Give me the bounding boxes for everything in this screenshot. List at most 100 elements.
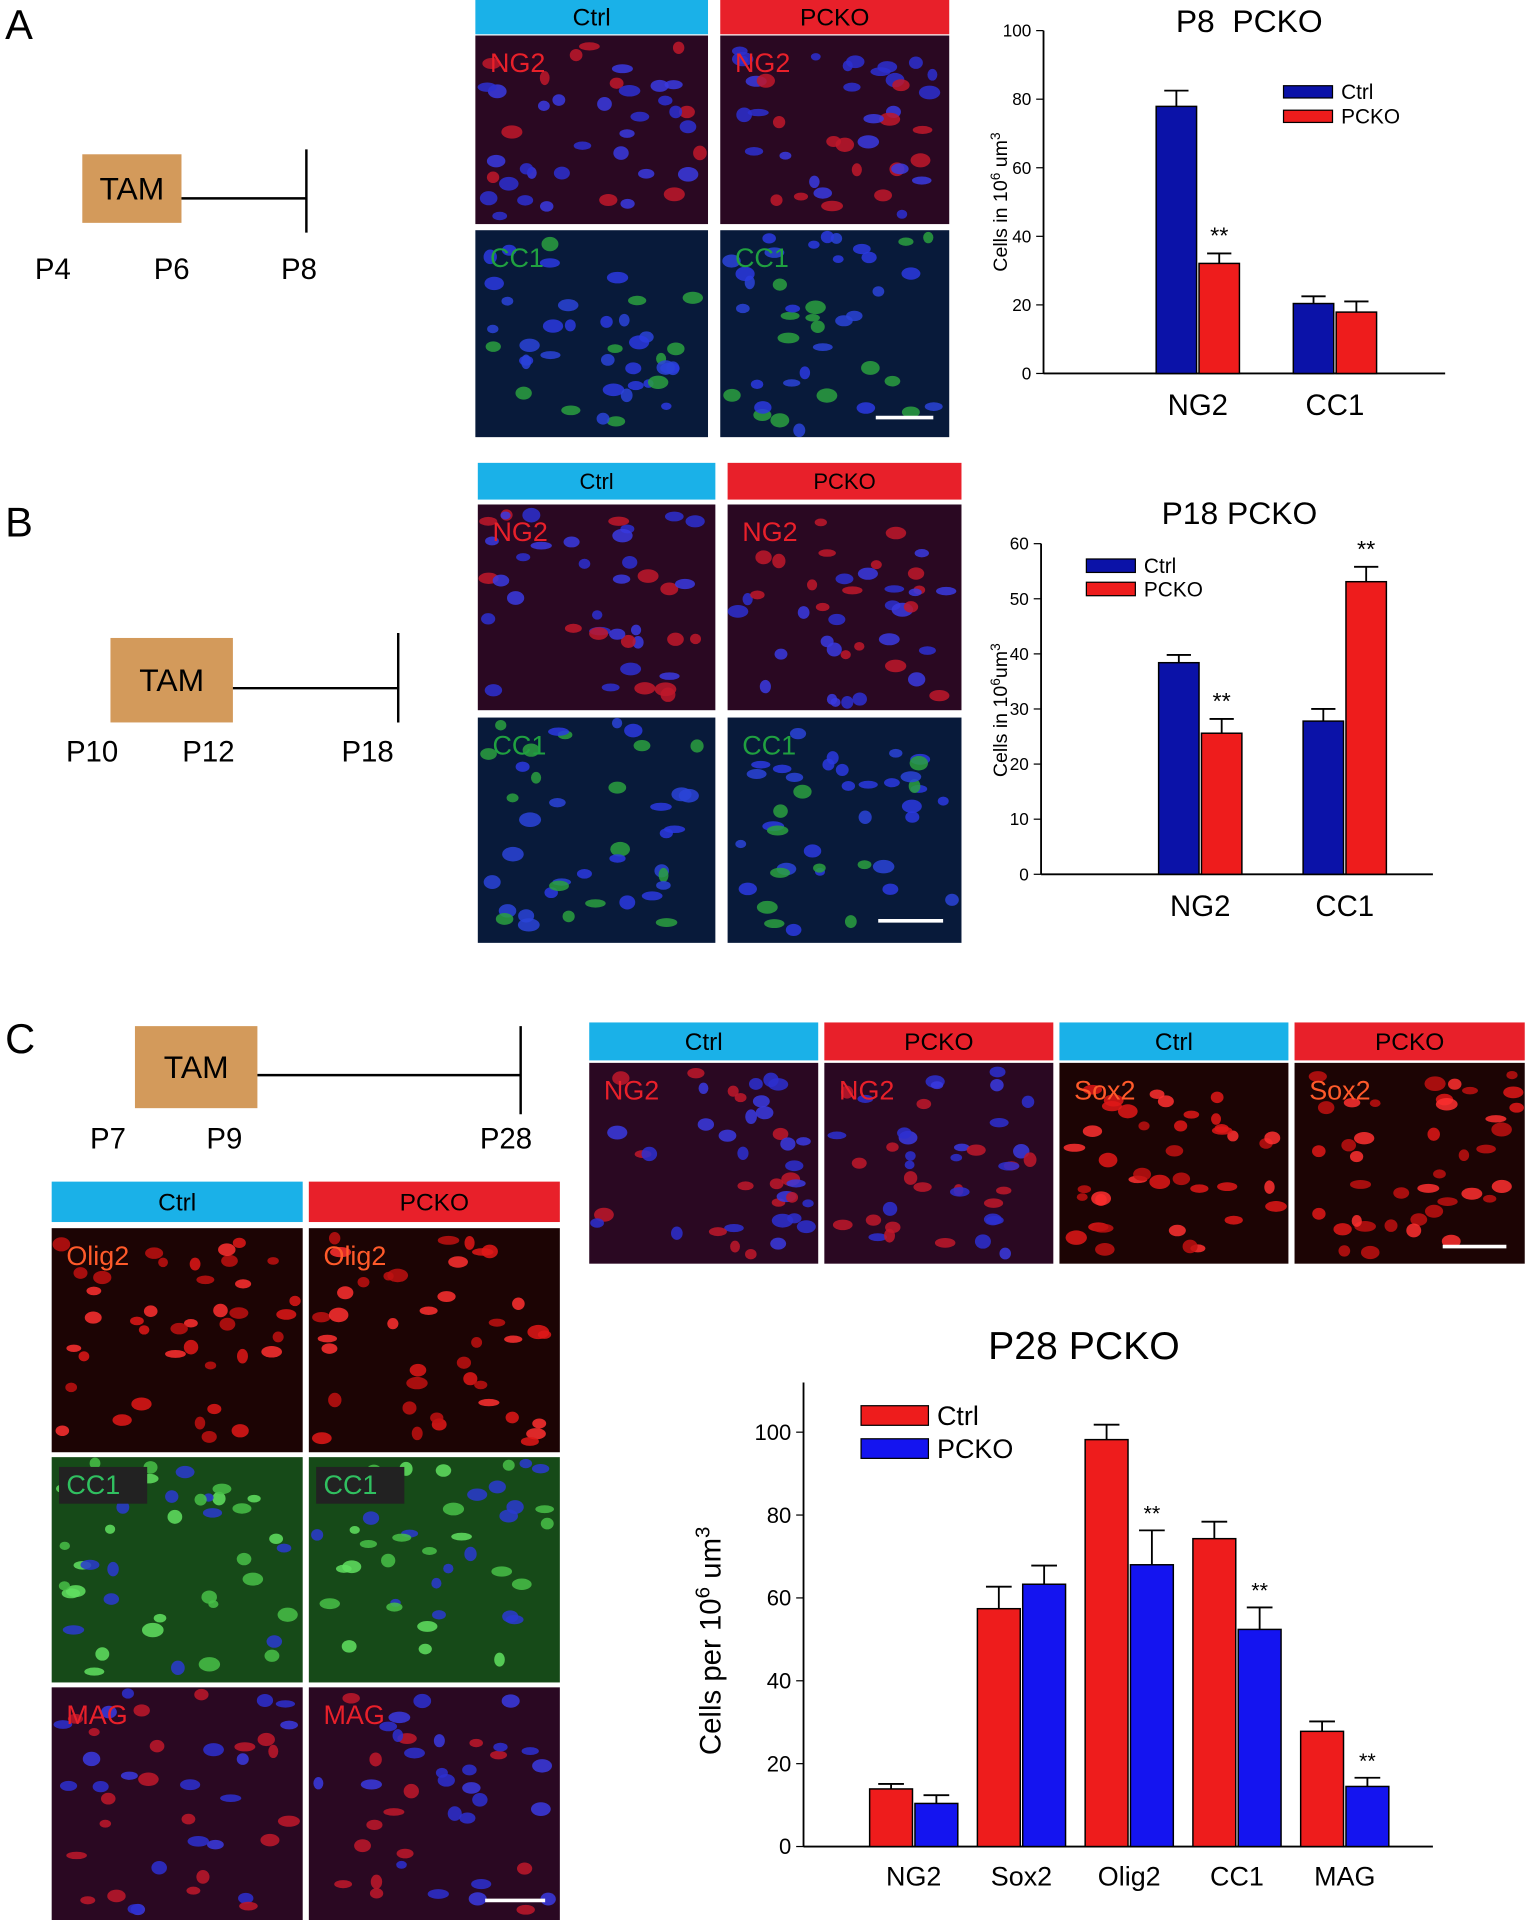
cell-nucleus xyxy=(1417,1183,1440,1193)
cell-nucleus xyxy=(67,1713,84,1724)
error-bar xyxy=(1344,300,1369,313)
cell-nucleus xyxy=(835,137,855,152)
cell-nucleus xyxy=(674,578,695,590)
cell-nucleus xyxy=(468,1892,487,1906)
cell-nucleus xyxy=(770,867,791,878)
cell-nucleus xyxy=(229,1307,249,1319)
cell-nucleus xyxy=(612,574,631,584)
cell-nucleus xyxy=(1183,1110,1200,1119)
cell-nucleus xyxy=(898,237,914,246)
error-bar xyxy=(1207,252,1232,264)
cell-nucleus xyxy=(929,689,950,702)
cell-nucleus xyxy=(687,1068,705,1079)
cell-nucleus xyxy=(312,1432,332,1445)
cell-nucleus xyxy=(549,880,569,892)
cell-nucleus xyxy=(65,1382,78,1393)
cell-nucleus xyxy=(774,648,788,660)
bar xyxy=(1192,1537,1237,1848)
cell-nucleus xyxy=(484,684,503,697)
cell-nucleus xyxy=(840,650,851,660)
cell-nucleus xyxy=(820,230,834,244)
cell-nucleus xyxy=(313,1777,324,1790)
cell-nucleus xyxy=(194,1688,209,1701)
cell-nucleus xyxy=(884,778,900,788)
cell-nucleus xyxy=(872,286,885,297)
cell-nucleus xyxy=(519,338,540,352)
cell-nucleus xyxy=(698,1082,709,1094)
cell-nucleus xyxy=(1217,1182,1238,1192)
header-label: Ctrl xyxy=(685,1029,723,1056)
cell-nucleus xyxy=(535,1505,554,1514)
cell-nucleus xyxy=(238,1892,254,1904)
cell-nucleus xyxy=(667,342,685,356)
cell-nucleus xyxy=(531,1464,550,1474)
bar xyxy=(1021,1583,1067,1848)
cell-nucleus xyxy=(690,739,704,753)
cell-nucleus xyxy=(396,1860,407,1869)
cell-nucleus xyxy=(58,1581,70,1591)
cell-nucleus xyxy=(619,129,635,138)
cell-nucleus xyxy=(317,1334,338,1343)
cell-nucleus xyxy=(901,267,921,280)
cell-nucleus xyxy=(530,541,552,550)
cell-nucleus xyxy=(194,1416,206,1430)
cell-nucleus xyxy=(312,1311,331,1323)
cell-nucleus xyxy=(84,1311,102,1324)
cell-nucleus xyxy=(1433,1169,1446,1179)
cell-nucleus xyxy=(882,883,899,895)
cell-nucleus xyxy=(591,610,603,620)
cell-nucleus xyxy=(1406,1223,1422,1238)
cell-nucleus xyxy=(628,295,647,306)
cell-nucleus xyxy=(483,875,501,890)
cell-nucleus xyxy=(539,70,550,86)
cell-nucleus xyxy=(549,798,566,808)
y-tick-label: 50 xyxy=(1010,589,1029,609)
cell-nucleus xyxy=(289,1295,301,1307)
cell-nucleus xyxy=(974,1234,991,1249)
cell-nucleus xyxy=(189,1257,201,1271)
cell-nucleus xyxy=(1506,1070,1518,1080)
cell-nucleus xyxy=(430,1412,444,1424)
cell-nucleus xyxy=(909,755,928,771)
cell-nucleus xyxy=(409,1363,427,1377)
cell-nucleus xyxy=(387,1318,399,1330)
cell-nucleus xyxy=(832,255,844,263)
cell-nucleus xyxy=(872,859,895,874)
cell-nucleus xyxy=(884,375,901,387)
header-label: Ctrl xyxy=(158,1189,196,1216)
cell-nucleus xyxy=(810,53,821,61)
cell-nucleus xyxy=(826,693,838,705)
cell-nucleus xyxy=(1133,1167,1152,1181)
legend-label: Ctrl xyxy=(1144,555,1176,578)
cell-nucleus xyxy=(437,1235,460,1245)
cell-nucleus xyxy=(884,659,907,673)
cell-nucleus xyxy=(879,112,901,126)
x-tick-label: CC1 xyxy=(1210,1862,1264,1892)
cell-nucleus xyxy=(471,1878,492,1890)
cell-nucleus xyxy=(667,632,684,646)
header-bar xyxy=(824,1022,1054,1061)
cell-nucleus xyxy=(359,1540,378,1549)
cell-nucleus xyxy=(406,1376,428,1390)
cell-nucleus xyxy=(841,696,854,709)
cell-nucleus xyxy=(381,1553,396,1568)
cell-nucleus xyxy=(796,1220,816,1234)
cell-nucleus xyxy=(727,1085,739,1097)
y-axis-label-part: um xyxy=(694,1538,727,1587)
cell-nucleus xyxy=(619,895,636,910)
cell-nucleus xyxy=(779,151,792,160)
stain-label: CC1 xyxy=(490,243,544,273)
cell-nucleus xyxy=(835,763,849,777)
cell-nucleus xyxy=(857,567,878,580)
cell-nucleus xyxy=(857,860,872,870)
error-bar xyxy=(1354,565,1379,582)
cell-nucleus xyxy=(539,201,554,212)
cell-nucleus xyxy=(505,1411,519,1424)
chart-title: P28 PCKO xyxy=(988,1325,1180,1368)
cell-nucleus xyxy=(540,1517,554,1530)
cell-nucleus xyxy=(697,1118,715,1131)
cell-nucleus xyxy=(905,1151,916,1161)
cell-nucleus xyxy=(793,784,812,799)
bar xyxy=(1200,732,1243,876)
cell-nucleus xyxy=(100,1705,117,1719)
